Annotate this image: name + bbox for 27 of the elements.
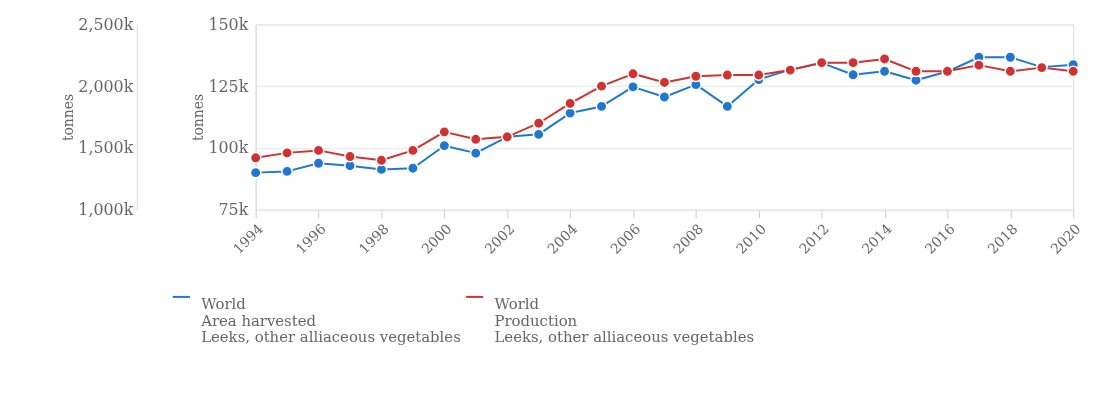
- y2-tick-label: 2,000k: [78, 76, 134, 96]
- point: [721, 69, 734, 81]
- legend-label: World Area harvested Leeks, other alliaceous vegetables: [200, 294, 461, 347]
- y-tick-label: 75k: [218, 200, 249, 220]
- point: [595, 80, 608, 93]
- y-tick-label: 150k: [208, 14, 249, 34]
- y2-tick-label: 1,500k: [78, 138, 134, 158]
- y-tick-label: 125k: [208, 76, 249, 96]
- point: [375, 154, 388, 167]
- point: [910, 65, 922, 78]
- point: [878, 65, 891, 78]
- point: [658, 91, 671, 103]
- y2-axis-title: tonnes: [60, 93, 77, 142]
- point: [1004, 65, 1017, 78]
- point: [532, 117, 545, 130]
- point: [312, 157, 325, 170]
- point: [878, 53, 891, 65]
- point: [1004, 51, 1017, 64]
- point: [752, 69, 765, 81]
- y2-tick-label: 2,500k: [78, 14, 134, 34]
- legend-label: World Production Leeks, other alliaceous vegetables: [494, 294, 755, 347]
- point: [469, 133, 482, 146]
- y-tick-label: 100k: [208, 138, 249, 158]
- point: [689, 70, 702, 83]
- point: [469, 147, 482, 160]
- y-axis-title: tonnes: [190, 93, 207, 142]
- y2-tick-label: 1,000k: [78, 200, 134, 220]
